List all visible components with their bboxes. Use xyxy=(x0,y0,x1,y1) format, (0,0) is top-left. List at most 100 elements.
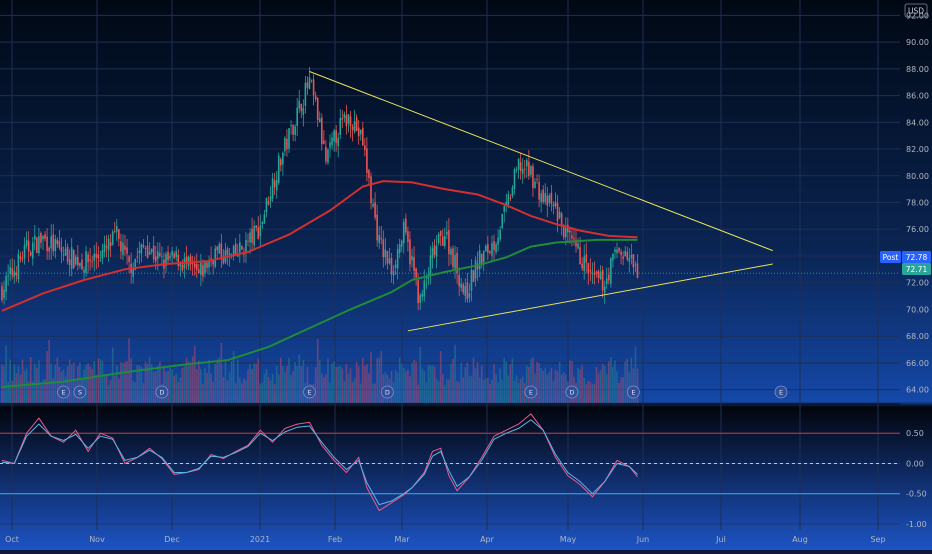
osc-line-1 xyxy=(1,419,638,506)
candle-body-36 xyxy=(75,256,77,265)
volume-bar-43 xyxy=(89,366,91,403)
candle-body-68 xyxy=(140,244,143,254)
volume-bar-237 xyxy=(487,377,489,403)
candle-body-116 xyxy=(239,242,241,253)
candle-body-75 xyxy=(154,256,157,262)
volume-bar-229 xyxy=(470,375,473,403)
candle-body-222 xyxy=(456,252,458,273)
time-tick-label-11: Sep xyxy=(870,535,885,544)
candle-body-273 xyxy=(560,213,563,226)
candle-body-247 xyxy=(507,194,510,205)
candle-body-160 xyxy=(329,142,331,148)
volume-bar-83 xyxy=(171,368,173,403)
volume-bar-285 xyxy=(585,384,588,403)
candle-body-201 xyxy=(413,257,415,271)
volume-bar-304 xyxy=(624,361,626,403)
volume-bar-231 xyxy=(474,368,477,403)
volume-bars xyxy=(1,338,639,403)
candle-body-21 xyxy=(44,234,46,239)
currency-label[interactable]: USD xyxy=(904,3,928,18)
candle-body-140 xyxy=(288,128,290,149)
volume-bar-272 xyxy=(558,362,561,403)
volume-bar-183 xyxy=(376,358,378,403)
candle-body-163 xyxy=(335,130,337,143)
candle-body-29 xyxy=(60,247,63,252)
volume-bar-19 xyxy=(40,384,42,403)
volume-bar-129 xyxy=(265,368,268,403)
volume-bar-147 xyxy=(302,360,305,403)
candle-body-199 xyxy=(409,239,411,265)
osc-tick-label-3: -1.00 xyxy=(906,520,927,529)
candle-body-33 xyxy=(68,259,71,266)
candle-body-3 xyxy=(7,275,9,277)
candle-body-76 xyxy=(157,251,159,259)
volume-bar-291 xyxy=(597,373,600,403)
time-tick-label-7: May xyxy=(560,535,577,544)
candle-body-180 xyxy=(370,176,372,204)
candle-body-141 xyxy=(290,125,292,126)
price-tick-label-0: 64.00 xyxy=(906,386,929,395)
candle-body-83 xyxy=(171,250,173,256)
candle-body-166 xyxy=(341,117,344,120)
candle-body-225 xyxy=(462,284,465,293)
candlestick-series xyxy=(1,67,639,311)
trendline-0 xyxy=(309,71,773,252)
volume-bar-139 xyxy=(286,366,288,403)
candle-body-144 xyxy=(296,107,298,126)
volume-bar-165 xyxy=(339,365,342,403)
post-price: 72.78 xyxy=(906,253,928,262)
volume-bar-227 xyxy=(466,362,469,403)
volume-bar-202 xyxy=(415,361,417,403)
volume-bar-125 xyxy=(257,358,260,403)
volume-bar-118 xyxy=(243,378,245,403)
volume-bar-193 xyxy=(396,372,399,403)
volume-bar-53 xyxy=(109,380,112,403)
candle-body-42 xyxy=(87,254,89,263)
volume-bar-230 xyxy=(472,357,475,403)
volume-bar-175 xyxy=(359,383,362,403)
volume-bar-114 xyxy=(234,383,237,403)
candle-body-243 xyxy=(499,230,501,240)
candle-body-198 xyxy=(407,231,409,243)
volume-bar-71 xyxy=(146,363,149,403)
volume-bar-171 xyxy=(351,382,354,403)
volume-bar-303 xyxy=(622,377,624,403)
candle-body-7 xyxy=(15,272,18,276)
volume-bar-244 xyxy=(501,379,503,403)
candle-body-290 xyxy=(595,271,598,274)
time-tick-label-4: Feb xyxy=(328,535,342,544)
volume-bar-161 xyxy=(331,363,333,403)
candle-body-134 xyxy=(275,179,278,191)
volume-bar-192 xyxy=(394,370,397,403)
volume-bar-61 xyxy=(126,360,128,403)
candle-body-105 xyxy=(216,246,219,251)
volume-bar-204 xyxy=(419,347,421,403)
candle-body-145 xyxy=(298,100,301,109)
candle-body-124 xyxy=(255,225,257,228)
volume-bar-283 xyxy=(581,365,583,403)
volume-bar-174 xyxy=(357,366,360,403)
candle-body-227 xyxy=(466,282,469,300)
candle-body-125 xyxy=(257,227,260,240)
candle-body-115 xyxy=(236,253,239,257)
time-axis: Oct Nov Dec 2021 Feb Mar Apr May Jun Jul Aug Sep xyxy=(5,535,885,544)
candle-body-269 xyxy=(552,204,555,207)
volume-bar-219 xyxy=(450,363,452,403)
post-label: Post xyxy=(883,253,899,262)
candle-body-174 xyxy=(357,127,360,137)
candle-body-183 xyxy=(376,214,378,241)
volume-bar-268 xyxy=(550,367,553,403)
volume-bar-134 xyxy=(275,365,278,403)
volume-bar-70 xyxy=(144,361,147,403)
candle-body-86 xyxy=(177,254,180,267)
volume-bar-104 xyxy=(214,363,216,403)
volume-bar-97 xyxy=(200,369,202,403)
candle-body-299 xyxy=(614,249,616,253)
volume-bar-153 xyxy=(314,367,317,403)
candle-body-132 xyxy=(271,178,274,199)
candle-body-1 xyxy=(3,289,5,299)
volume-bar-131 xyxy=(269,380,272,403)
event-marker-label-1: S xyxy=(78,389,82,397)
volume-bar-267 xyxy=(548,371,551,403)
